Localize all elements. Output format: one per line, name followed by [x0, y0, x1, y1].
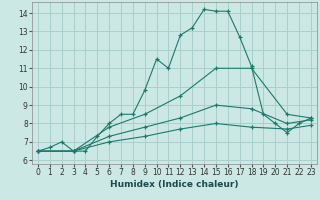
X-axis label: Humidex (Indice chaleur): Humidex (Indice chaleur) [110, 180, 239, 189]
